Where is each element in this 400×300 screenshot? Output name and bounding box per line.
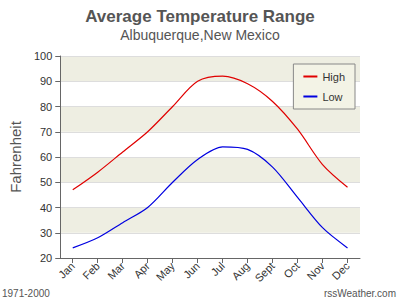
svg-text:Albuquerque,New Mexico: Albuquerque,New Mexico xyxy=(120,27,280,43)
svg-text:20: 20 xyxy=(40,252,52,264)
svg-text:Aug: Aug xyxy=(230,260,252,282)
svg-text:High: High xyxy=(322,71,345,83)
svg-text:Dec: Dec xyxy=(329,259,352,282)
svg-text:70: 70 xyxy=(40,126,52,138)
svg-text:100: 100 xyxy=(34,50,52,62)
svg-text:90: 90 xyxy=(40,75,52,87)
svg-text:50: 50 xyxy=(40,176,52,188)
svg-text:Apr: Apr xyxy=(131,260,152,281)
svg-text:80: 80 xyxy=(40,101,52,113)
svg-text:Oct: Oct xyxy=(281,260,302,281)
svg-text:Feb: Feb xyxy=(80,260,102,282)
svg-text:60: 60 xyxy=(40,151,52,163)
svg-text:Jul: Jul xyxy=(208,260,226,278)
svg-text:Low: Low xyxy=(322,91,342,103)
svg-text:Jun: Jun xyxy=(181,260,202,281)
svg-text:May: May xyxy=(154,259,178,283)
svg-text:Average Temperature Range: Average Temperature Range xyxy=(85,7,315,26)
svg-text:30: 30 xyxy=(40,227,52,239)
svg-text:rssWeather.com: rssWeather.com xyxy=(324,288,396,299)
svg-text:40: 40 xyxy=(40,202,52,214)
svg-text:Nov: Nov xyxy=(304,259,327,282)
svg-text:Jan: Jan xyxy=(56,260,77,281)
svg-text:Sept: Sept xyxy=(252,260,276,284)
svg-text:Fahrenheit: Fahrenheit xyxy=(7,120,24,193)
svg-text:1971-2000: 1971-2000 xyxy=(2,288,50,299)
svg-text:Mar: Mar xyxy=(105,260,127,282)
